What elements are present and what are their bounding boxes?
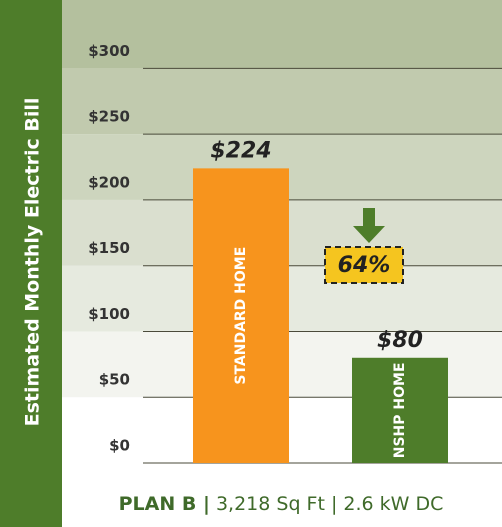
y-tick-label: $100 (88, 305, 130, 323)
y-tick-label: $50 (99, 371, 130, 389)
footer-details: 3,218 Sq Ft | 2.6 kW DC (216, 493, 443, 515)
y-tick-label: $150 (88, 239, 130, 257)
category-label: NSHP HOME (392, 363, 408, 459)
footer-plan: PLAN B | (119, 493, 210, 515)
value-label: $80 (377, 328, 423, 353)
band (62, 68, 502, 135)
band (62, 0, 502, 69)
y-tick-label: $0 (109, 437, 130, 455)
arrow (353, 208, 385, 243)
value-label: $224 (210, 138, 271, 163)
category-label: STANDARD HOME (233, 247, 249, 385)
footer: PLAN B | 3,218 Sq Ft | 2.6 kW DC (119, 493, 444, 515)
y-tick-label: $300 (88, 42, 130, 60)
annotation: 64% (338, 253, 391, 278)
bar (352, 357, 448, 463)
y-axis-label: Estimated Monthly Electric Bill (22, 98, 44, 427)
y-tick-label: $200 (88, 173, 130, 191)
axis-band (0, 0, 62, 527)
bar (193, 168, 289, 463)
badge (324, 246, 404, 284)
y-tick-label: $250 (88, 108, 130, 126)
